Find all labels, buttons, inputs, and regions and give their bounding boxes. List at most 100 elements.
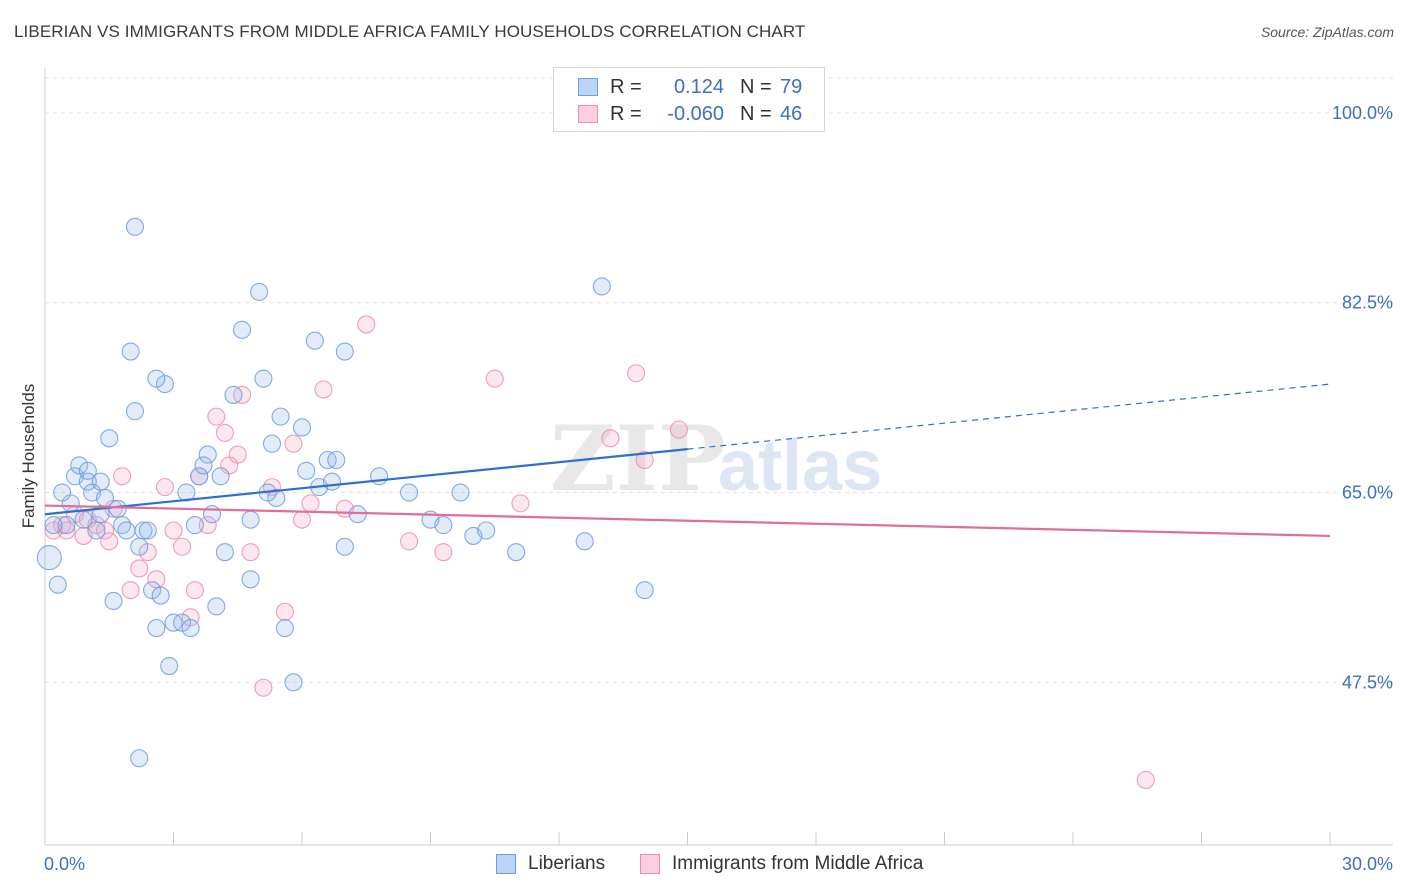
point-liberians [147, 369, 166, 388]
immigrants-swatch [640, 854, 660, 874]
point-liberians [130, 537, 149, 556]
immigrants-label: Immigrants from Middle Africa [672, 853, 924, 874]
point-liberians [36, 545, 62, 571]
point-liberians [305, 331, 324, 350]
y-tick-label: 65.0% [1342, 483, 1393, 503]
point-immigrants [198, 516, 217, 535]
point-liberians [335, 342, 354, 361]
point-liberians [173, 613, 192, 632]
point-liberians [91, 472, 110, 491]
point-liberians [78, 472, 97, 491]
point-immigrants [485, 369, 504, 388]
series-immigrants-points [44, 315, 1155, 789]
y-tick-label: 100.0% [1332, 103, 1393, 123]
point-liberians [190, 467, 209, 486]
point-liberians [53, 483, 72, 502]
point-immigrants [357, 315, 376, 334]
legend-row-immigrants: R = -0.060 N = 46 [578, 102, 802, 126]
point-liberians [130, 749, 149, 768]
point-immigrants [1136, 770, 1155, 789]
point-immigrants [284, 434, 303, 453]
point-liberians [87, 521, 106, 540]
trend-lines [44, 383, 1331, 538]
point-liberians [70, 456, 89, 475]
point-liberians [477, 521, 496, 540]
point-liberians [327, 450, 346, 470]
point-immigrants [181, 608, 200, 627]
point-liberians [250, 282, 269, 301]
point-liberians [434, 516, 453, 535]
point-liberians [155, 375, 174, 394]
point-liberians [297, 461, 316, 480]
point-liberians [207, 597, 226, 616]
tick-labels: 47.5% 65.0% 82.5% 100.0% 0.0% 30.0% Family Hou… [19, 103, 1393, 874]
point-immigrants [627, 364, 646, 383]
point-liberians [78, 461, 97, 480]
n-value: 79 [780, 75, 803, 98]
point-liberians [138, 521, 157, 540]
point-liberians [575, 532, 594, 551]
bottom-legend-immigrants: Immigrants from Middle Africa [640, 852, 923, 876]
point-immigrants [113, 467, 132, 486]
point-liberians [224, 385, 243, 404]
point-immigrants [669, 420, 688, 439]
y-axis-label: Family Households [19, 384, 38, 529]
watermark-zip: ZIP [550, 406, 725, 512]
point-liberians [262, 434, 282, 453]
point-immigrants [434, 543, 453, 562]
point-liberians [348, 505, 367, 524]
point-liberians [254, 369, 273, 388]
point-immigrants [601, 429, 620, 448]
bottom-legend-liberians: Liberians [496, 852, 605, 876]
gridlines [45, 77, 1393, 683]
chart-title: LIBERIAN VS IMMIGRANTS FROM MIDDLE AFRIC… [14, 22, 806, 41]
point-liberians [507, 543, 526, 562]
n-label: N = [740, 75, 772, 98]
point-liberians [271, 407, 290, 426]
point-liberians [267, 488, 286, 508]
point-liberians [335, 537, 354, 556]
point-liberians [241, 510, 260, 529]
point-liberians [104, 591, 123, 611]
point-immigrants [138, 543, 157, 562]
point-immigrants [207, 407, 226, 426]
point-immigrants [164, 521, 183, 540]
point-immigrants [215, 423, 234, 442]
point-liberians [143, 581, 162, 600]
point-liberians [292, 418, 312, 437]
r-value: 0.124 [673, 75, 724, 98]
point-immigrants [292, 510, 312, 529]
point-liberians [635, 581, 654, 600]
r-label: R = [610, 102, 642, 125]
liberians-swatch [578, 78, 598, 96]
trend-immigrants [44, 504, 1331, 538]
point-liberians [121, 342, 140, 361]
legend-row-liberians: R = 0.124 N = 79 [578, 75, 802, 99]
point-liberians [198, 445, 217, 464]
n-value: 46 [780, 102, 803, 125]
n-label: N = [740, 102, 772, 125]
r-label: R = [610, 75, 642, 98]
trend-liberians-extension [687, 383, 1331, 450]
point-liberians [147, 619, 166, 638]
point-immigrants [241, 543, 260, 562]
point-liberians [100, 429, 119, 448]
point-liberians [370, 467, 389, 486]
point-liberians [451, 483, 470, 502]
x-tick-label-min: 0.0% [44, 854, 85, 874]
watermark-atlas: atlas [718, 426, 882, 506]
point-liberians [284, 673, 303, 692]
axes [44, 68, 1393, 846]
point-liberians [177, 483, 196, 502]
point-immigrants [185, 581, 204, 600]
point-immigrants [314, 380, 333, 399]
point-liberians [215, 543, 234, 562]
point-liberians [151, 586, 170, 605]
point-immigrants [173, 537, 192, 556]
point-liberians [160, 657, 179, 676]
point-liberians [211, 467, 230, 486]
y-tick-label: 82.5% [1342, 293, 1393, 313]
point-immigrants [130, 559, 149, 578]
